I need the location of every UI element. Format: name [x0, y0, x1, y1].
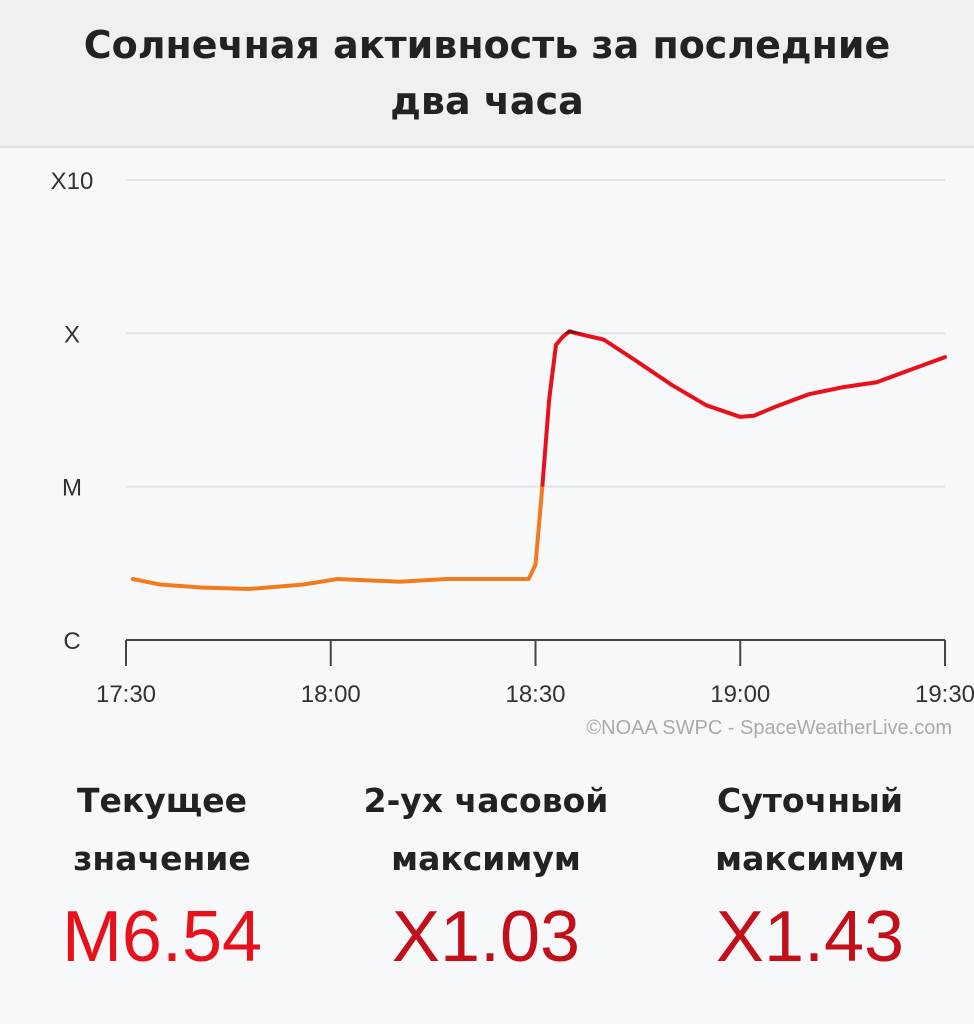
stat-value: M6.54 [61, 897, 263, 977]
chart: ©NOAA SWPC - SpaceWeatherLive.com C M X X10… [51, 168, 974, 739]
stat: Текущее значение M6.54 [0, 772, 324, 978]
y-tick-label: X10 [51, 168, 94, 195]
stats: Текущее значение M6.54 2-ух часовой максим… [0, 772, 974, 978]
credit: ©NOAA SWPC - SpaceWeatherLive.com [586, 717, 952, 739]
x-tick-label: 17:30 [96, 681, 156, 708]
stat-label: Текущее значение [73, 781, 251, 878]
y-tick-label: X [64, 321, 80, 348]
x-tick-label: 19:30 [915, 681, 974, 708]
stat-value: X1.03 [391, 897, 581, 977]
x-tick-label: 19:00 [710, 681, 770, 708]
y-tick-label: C [63, 628, 80, 655]
header: Солнечная активность за последние два ча… [0, 0, 974, 148]
stat: 2-ух часовой максимум X1.03 [324, 772, 648, 978]
flux-line [130, 329, 947, 592]
x-tick-label: 18:00 [301, 681, 361, 708]
y-tick-label: M [62, 475, 82, 502]
stat-label: 2-ух часовой максимум [363, 781, 609, 878]
stat-label: Суточный максимум [715, 781, 905, 878]
stat: Суточный максимум X1.43 [648, 772, 972, 978]
x-tick-label: 18:30 [505, 681, 565, 708]
title: Солнечная активность за последние два ча… [83, 23, 891, 123]
stat-value: X1.43 [715, 897, 905, 977]
